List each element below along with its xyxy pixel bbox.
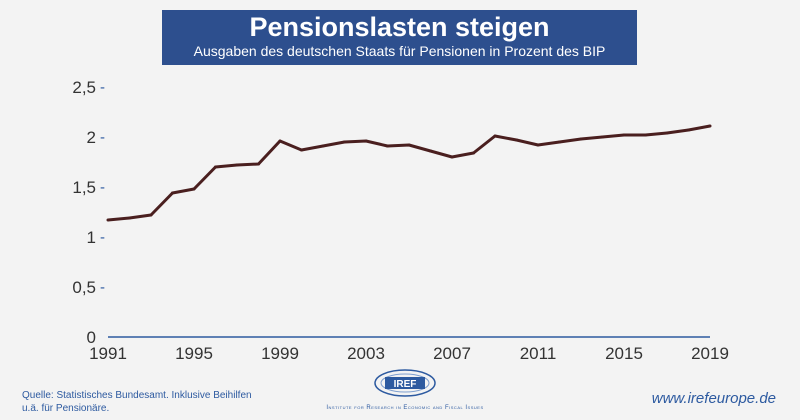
data-point bbox=[472, 151, 475, 155]
data-point bbox=[601, 135, 604, 139]
x-tick-label: 2003 bbox=[347, 344, 385, 363]
logo-subtitle: Institute for Research in Economic and F… bbox=[326, 405, 484, 411]
x-axis-ticks: 1991 1995 1999 2003 2007 2011 2015 2019 bbox=[89, 344, 729, 363]
iref-logo-icon: IREF bbox=[374, 369, 436, 397]
data-point bbox=[579, 137, 583, 141]
x-tick-label: 2019 bbox=[691, 344, 729, 363]
data-point bbox=[493, 134, 497, 138]
y-tick-label: 1,5 bbox=[72, 178, 96, 197]
data-point bbox=[622, 133, 626, 137]
data-point bbox=[665, 131, 669, 135]
logo-text: IREF bbox=[394, 379, 417, 390]
data-point bbox=[235, 163, 239, 167]
website-link[interactable]: www.irefeurope.de bbox=[651, 390, 776, 407]
data-point bbox=[171, 191, 174, 195]
x-tick-label: 2015 bbox=[605, 344, 643, 363]
y-tick-mark: - bbox=[100, 79, 105, 96]
data-point bbox=[450, 155, 454, 159]
data-point bbox=[257, 162, 260, 166]
data-point bbox=[558, 140, 561, 144]
y-tick-label: 0 bbox=[87, 328, 96, 347]
x-tick-label: 1995 bbox=[175, 344, 213, 363]
y-tick-mark: - bbox=[100, 129, 105, 146]
y-tick-mark: - bbox=[100, 179, 105, 196]
data-point bbox=[708, 124, 712, 128]
data-point bbox=[644, 133, 647, 137]
series-line bbox=[107, 124, 711, 222]
data-point bbox=[515, 138, 518, 142]
y-tick-mark: - bbox=[100, 229, 105, 246]
data-point bbox=[386, 144, 389, 148]
chart-subtitle: Ausgaben des deutschen Staats für Pensio… bbox=[193, 43, 606, 59]
y-tick-label: 2 bbox=[87, 128, 96, 147]
x-tick-label: 2011 bbox=[520, 344, 557, 363]
y-tick-label: 2,5 bbox=[72, 78, 96, 97]
data-point bbox=[192, 187, 196, 191]
data-point bbox=[687, 128, 690, 132]
source-note: Quelle: Statistisches Bundesamt. Inklusi… bbox=[22, 390, 252, 414]
data-point bbox=[214, 165, 217, 169]
data-point bbox=[128, 216, 131, 220]
y-tick-label: 1 bbox=[87, 228, 96, 247]
data-point bbox=[149, 213, 153, 217]
title-banner: Pensionslasten steigen Ausgaben des deut… bbox=[162, 10, 637, 65]
y-tick-mark: - bbox=[100, 279, 105, 296]
data-point bbox=[321, 144, 325, 148]
data-point bbox=[536, 143, 540, 147]
y-tick-label: 0,5 bbox=[72, 278, 96, 297]
chart-title: Pensionslasten steigen bbox=[249, 12, 550, 42]
y-axis-ticks: 00,5 -1 -1,5 -2 -2,5- bbox=[72, 78, 105, 347]
data-point bbox=[278, 139, 282, 143]
x-tick-label: 1991 bbox=[89, 344, 127, 363]
x-tick-label: 1999 bbox=[261, 344, 299, 363]
data-point bbox=[364, 139, 368, 143]
data-point bbox=[429, 149, 432, 153]
data-point bbox=[343, 140, 346, 144]
data-point bbox=[106, 218, 110, 222]
series-layer bbox=[106, 124, 712, 222]
data-point bbox=[300, 148, 303, 152]
x-tick-label: 2007 bbox=[433, 344, 471, 363]
iref-logo: IREF Institute for Research in Economic … bbox=[290, 368, 520, 418]
data-point bbox=[407, 143, 411, 147]
